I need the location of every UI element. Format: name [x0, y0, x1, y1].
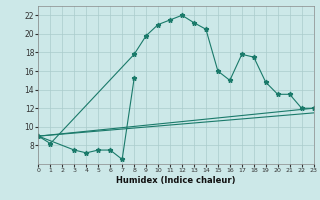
- X-axis label: Humidex (Indice chaleur): Humidex (Indice chaleur): [116, 176, 236, 185]
